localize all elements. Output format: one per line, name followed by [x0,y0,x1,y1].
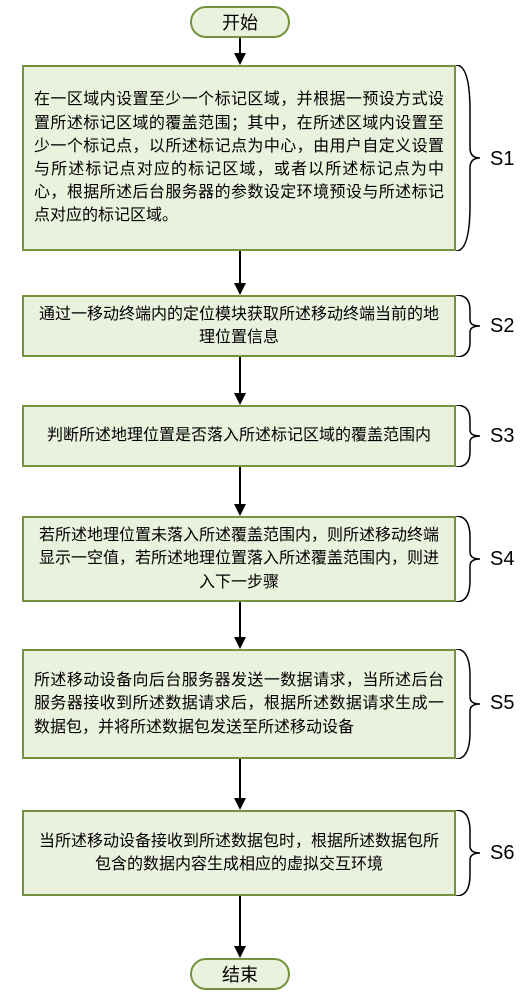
end-terminal: 结束 [190,958,290,990]
bracket-s2 [456,295,490,357]
start-terminal: 开始 [190,6,290,38]
bracket-s3 [456,405,490,467]
bracket-s5 [456,649,490,759]
step-s1-text: 在一区域内设置至少一个标记区域，并根据一预设方式设置所述标记区域的覆盖范围；其中… [34,88,444,227]
label-s6: S6 [490,842,514,865]
step-s2: 通过一移动终端内的定位模块获取所述移动终端当前的地理位置信息 [22,295,456,357]
step-s6: 当所述移动设备接收到所述数据包时，根据所述数据包所包含的数据内容生成相应的虚拟交… [22,810,456,896]
bracket-s1 [456,65,490,251]
step-s4: 若所述地理位置未落入所述覆盖范围内，则所述移动终端显示一空值，若所述地理位置落入… [22,516,456,602]
start-label: 开始 [222,9,258,35]
label-s3: S3 [490,425,514,448]
label-s5: S5 [490,692,514,715]
label-s2: S2 [490,315,514,338]
step-s2-text: 通过一移动终端内的定位模块获取所述移动终端当前的地理位置信息 [34,303,444,349]
end-label: 结束 [222,961,258,987]
step-s3-text: 判断所述地理位置是否落入所述标记区域的覆盖范围内 [47,424,431,447]
flowchart-container: 开始 在一区域内设置至少一个标记区域，并根据一预设方式设置所述标记区域的覆盖范围… [0,0,531,1000]
step-s3: 判断所述地理位置是否落入所述标记区域的覆盖范围内 [22,405,456,467]
step-s6-text: 当所述移动设备接收到所述数据包时，根据所述数据包所包含的数据内容生成相应的虚拟交… [34,830,444,876]
bracket-s4 [456,516,490,602]
label-s1: S1 [490,148,514,171]
step-s5: 所述移动设备向后台服务器发送一数据请求，当所述后台服务器接收到所述数据请求后，根… [22,649,456,759]
step-s4-text: 若所述地理位置未落入所述覆盖范围内，则所述移动终端显示一空值，若所述地理位置落入… [34,524,444,594]
bracket-s6 [456,810,490,896]
label-s4: S4 [490,548,514,571]
step-s1: 在一区域内设置至少一个标记区域，并根据一预设方式设置所述标记区域的覆盖范围；其中… [22,65,456,251]
step-s5-text: 所述移动设备向后台服务器发送一数据请求，当所述后台服务器接收到所述数据请求后，根… [34,669,444,739]
